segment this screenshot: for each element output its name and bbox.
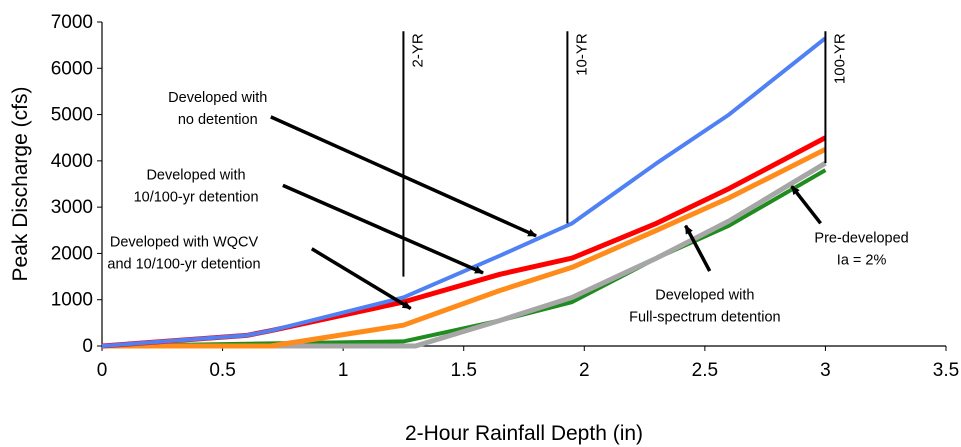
annotation-text: Developed with bbox=[655, 288, 754, 304]
annotation-text: Developed with bbox=[168, 90, 267, 106]
y-tick-label: 4000 bbox=[51, 151, 93, 172]
annotation-text: Ia = 2% bbox=[837, 252, 887, 268]
annotation-text: Full-spectrum detention bbox=[629, 310, 781, 326]
x-tick-label: 2 bbox=[579, 360, 590, 381]
x-tick-label: 0 bbox=[97, 360, 108, 381]
y-tick-label: 2000 bbox=[51, 243, 93, 264]
return-period-label: 2-YR bbox=[409, 33, 426, 67]
y-tick-label: 0 bbox=[82, 336, 93, 357]
y-tick-label: 1000 bbox=[51, 290, 93, 311]
return-period-label: 100-YR bbox=[831, 33, 848, 84]
annotation-arrow bbox=[310, 247, 412, 311]
x-axis-title: 2-Hour Rainfall Depth (in) bbox=[405, 422, 643, 445]
x-tick-label: 0.5 bbox=[209, 360, 235, 381]
annotation-text: Developed with bbox=[146, 167, 245, 183]
y-tick-label: 3000 bbox=[51, 197, 93, 218]
x-tick-label: 1.5 bbox=[451, 360, 477, 381]
annotation-arrow bbox=[282, 183, 484, 275]
series-line-wqcv bbox=[102, 147, 827, 349]
y-tick-label: 6000 bbox=[51, 58, 93, 79]
series-line-no-detention bbox=[101, 36, 827, 348]
y-tick-label: 5000 bbox=[51, 105, 93, 126]
series-line-full-spectrum bbox=[102, 161, 827, 349]
annotation-arrow bbox=[790, 185, 822, 225]
y-axis-title: Peak Discharge (cfs) bbox=[9, 87, 32, 282]
return-period-label: 10-YR bbox=[573, 33, 590, 76]
annotation-text: 10/100-yr detention bbox=[134, 189, 259, 205]
x-tick-label: 3 bbox=[820, 360, 831, 381]
annotation-arrow bbox=[270, 115, 537, 238]
annotation-text: no detention bbox=[178, 112, 258, 128]
annotation-text: and 10/100-yr detention bbox=[107, 256, 260, 272]
annotation-arrow bbox=[684, 224, 712, 272]
x-tick-label: 2.5 bbox=[692, 360, 718, 381]
y-tick-label: 7000 bbox=[51, 12, 93, 33]
x-tick-label: 3.5 bbox=[933, 360, 959, 381]
annotation-text: Developed with WQCV bbox=[110, 234, 259, 250]
series-line-pre-developed bbox=[101, 168, 827, 348]
annotation-text: Pre-developed bbox=[814, 230, 908, 246]
x-tick-label: 1 bbox=[338, 360, 349, 381]
